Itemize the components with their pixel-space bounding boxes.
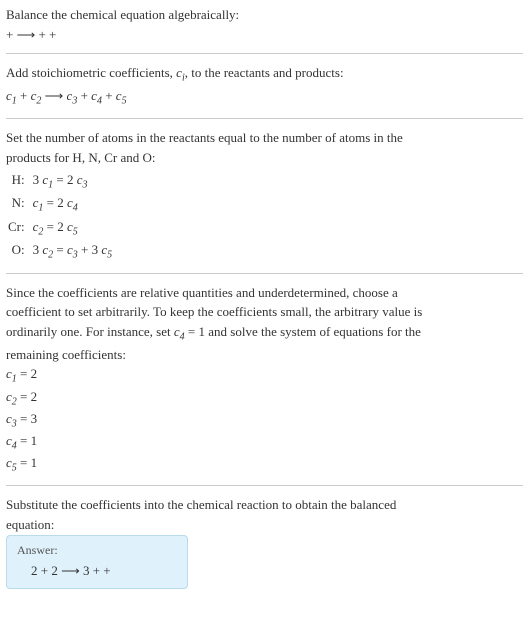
mid: = 2 [43,219,67,234]
answer-box: Answer: 2 + 2 ⟶ 3 + + [6,535,188,589]
solve-p3: ordinarily one. For instance, set c4 = 1… [6,323,523,344]
sub-p2: equation: [6,516,523,534]
list-item: c1 = 2 [6,365,523,386]
ce: = 1 [17,433,37,448]
nb: 3 [83,180,88,191]
unbalanced-reaction: + ⟶ + + [6,26,523,44]
coefficient-list: c1 = 2 c2 = 2 c3 = 3 c4 = 1 c5 = 1 [6,365,523,474]
sub-p1: Substitute the coefficients into the che… [6,496,523,514]
mid: = 2 [43,195,67,210]
tail: + 3 [78,242,102,257]
table-row: Cr: c2 = 2 c5 [6,217,118,240]
atom-eq: c1 = 2 c4 [31,193,119,216]
mid: = [53,242,67,257]
section-atom-balance: Set the number of atoms in the reactants… [6,129,523,262]
solve-p3b: = 1 and solve the system of equations fo… [185,324,421,339]
section-solve: Since the coefficients are relative quan… [6,284,523,475]
atom-label: H: [6,170,31,193]
plus3: + [102,88,116,103]
divider [6,273,523,274]
plus1: + [17,88,31,103]
atom-intro-2: products for H, N, Cr and O: [6,149,523,167]
atom-label: N: [6,193,31,216]
answer-equation: 2 + 2 ⟶ 3 + + [17,562,177,580]
list-item: c3 = 3 [6,410,523,431]
mid: = 2 [53,172,77,187]
page: Balance the chemical equation algebraica… [0,0,529,599]
divider [6,118,523,119]
c5-n: 5 [122,96,127,107]
atom-label: Cr: [6,217,31,240]
plus2: + [77,88,91,103]
balance-title: Balance the chemical equation algebraica… [6,6,523,24]
section-balance-intro: Balance the chemical equation algebraica… [6,6,523,43]
solve-p3a: ordinarily one. For instance, set [6,324,174,339]
atom-label: O: [6,240,31,263]
list-item: c2 = 2 [6,388,523,409]
nb: 5 [73,226,78,237]
list-item: c4 = 1 [6,432,523,453]
atom-table: H: 3 c1 = 2 c3 N: c1 = 2 c4 Cr: c2 = 2 c… [6,170,118,262]
solve-p4: remaining coefficients: [6,346,523,364]
section-stoich: Add stoichiometric coefficients, ci, to … [6,64,523,108]
solve-p1: Since the coefficients are relative quan… [6,284,523,302]
atom-eq: 3 c2 = c3 + 3 c5 [31,240,119,263]
ce: = 2 [17,366,37,381]
stoich-reaction: c1 + c2 ⟶ c3 + c4 + c5 [6,87,523,108]
stoich-title-b: , to the reactants and products: [185,65,344,80]
nc: 5 [107,249,112,260]
stoich-title: Add stoichiometric coefficients, ci, to … [6,64,523,85]
answer-label: Answer: [17,542,177,558]
divider [6,485,523,486]
solve-p2: coefficient to set arbitrarily. To keep … [6,303,523,321]
ce: = 3 [17,411,37,426]
nb: 4 [73,203,78,214]
table-row: O: 3 c2 = c3 + 3 c5 [6,240,118,263]
section-substitute: Substitute the coefficients into the che… [6,496,523,589]
arrow: ⟶ [41,88,66,103]
ce: = 1 [17,455,37,470]
list-item: c5 = 1 [6,454,523,475]
atom-eq: 3 c1 = 2 c3 [31,170,119,193]
pre: 3 [33,242,43,257]
table-row: H: 3 c1 = 2 c3 [6,170,118,193]
ce: = 2 [17,389,37,404]
atom-intro-1: Set the number of atoms in the reactants… [6,129,523,147]
atom-eq: c2 = 2 c5 [31,217,119,240]
pre: 3 [33,172,43,187]
divider [6,53,523,54]
table-row: N: c1 = 2 c4 [6,193,118,216]
stoich-title-a: Add stoichiometric coefficients, [6,65,176,80]
